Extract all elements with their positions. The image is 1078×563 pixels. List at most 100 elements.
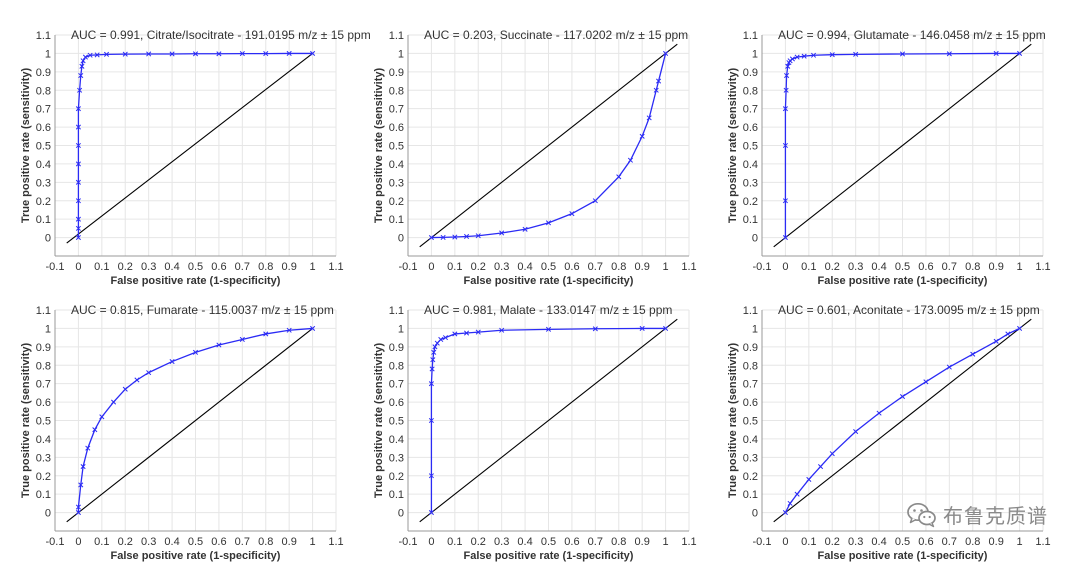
x-tick-label: 0.2: [825, 261, 840, 273]
roc-point-marker: [522, 226, 528, 232]
x-tick-label: 1: [310, 261, 316, 273]
x-axis-label: False positive rate (1-specificity): [464, 550, 634, 562]
y-axis-label: True positive rate (sensitivity): [727, 343, 739, 499]
y-tick-label: 0.2: [389, 196, 404, 208]
x-tick-label: 0.6: [211, 536, 226, 548]
roc-point-marker: [310, 325, 316, 331]
roc-point-marker: [82, 54, 88, 60]
roc-point-marker: [782, 142, 788, 149]
y-tick-label: 1: [752, 48, 758, 60]
x-tick-label: -0.1: [46, 261, 65, 273]
roc-point-marker: [663, 50, 669, 56]
x-tick-label: 0.5: [541, 536, 556, 548]
roc-chart-5: -0.1 0 0.1 0.2 0.3 0.4 0.5 0.6 0.7 0.8 0.9 1 1.1 0 0.1…: [373, 303, 697, 562]
plot-area: [419, 318, 678, 523]
y-tick-label: 1: [752, 323, 758, 335]
roc-chart-3: -0.1 0 0.1 0.2 0.3 0.4 0.5 0.6 0.7 0.8 0.9 1 1.1 0 0.1…: [727, 28, 1051, 287]
x-tick-label: -0.1: [399, 261, 418, 273]
roc-point-marker: [430, 357, 436, 363]
roc-point-marker: [75, 216, 81, 222]
y-tick-label: 0: [752, 508, 758, 520]
x-tick-label: -0.1: [753, 261, 772, 273]
x-tick-label: 1.1: [1035, 261, 1050, 273]
x-tick-label: 0.9: [282, 261, 297, 273]
diagonal-reference-line: [773, 318, 1032, 523]
roc-point-marker: [310, 50, 316, 56]
y-tick-label: 0.2: [743, 196, 758, 208]
roc-point-marker: [1005, 331, 1011, 337]
plot-area: [419, 43, 678, 248]
y-axis-label: True positive rate (sensitivity): [373, 343, 385, 499]
y-tick-label: 0.7: [743, 104, 758, 116]
roc-point-marker: [787, 500, 793, 506]
x-tick-label: 0.5: [895, 261, 910, 273]
chart-title: AUC = 0.815, Fumarate - 115.0037 m/z ± 1…: [71, 303, 334, 317]
x-axis-label: False positive rate (1-specificity): [111, 550, 281, 562]
x-tick-label: 1: [663, 261, 669, 273]
roc-point-marker: [169, 51, 175, 57]
x-tick-label: 0.4: [164, 536, 179, 548]
x-tick-label: 0.9: [282, 536, 297, 548]
x-tick-label: 0.1: [447, 536, 462, 548]
roc-point-marker: [789, 56, 795, 62]
y-tick-label: 0.8: [389, 85, 404, 97]
y-tick-label: 0.9: [389, 67, 404, 79]
y-axis-label: True positive rate (sensitivity): [20, 343, 32, 499]
x-tick-label: 0: [428, 261, 434, 273]
y-tick-label: 0.4: [743, 434, 758, 446]
roc-point-marker: [1017, 50, 1023, 56]
x-tick-label: 0.1: [447, 261, 462, 273]
roc-point-marker: [75, 510, 81, 516]
y-tick-label: 0.4: [36, 434, 51, 446]
x-tick-label: 1.1: [328, 536, 343, 548]
y-tick-label: 0.3: [389, 177, 404, 189]
y-tick-label: 1: [45, 323, 51, 335]
y-tick-label: 0.2: [36, 471, 51, 483]
roc-point-marker: [452, 331, 458, 337]
x-tick-label: 1.1: [681, 261, 696, 273]
y-tick-label: 0.8: [36, 85, 51, 97]
y-tick-label: 0.4: [36, 159, 51, 171]
x-tick-label: -0.1: [399, 536, 418, 548]
roc-point-marker: [499, 230, 505, 236]
y-tick-label: 0.3: [743, 177, 758, 189]
roc-point-marker: [829, 451, 835, 457]
y-tick-label: 0.9: [743, 342, 758, 354]
x-tick-label: 0.1: [94, 536, 109, 548]
y-tick-label: 0.1: [36, 489, 51, 501]
roc-point-marker: [545, 326, 552, 332]
y-tick-label: 0: [45, 508, 51, 520]
roc-point-marker: [899, 51, 906, 57]
x-tick-label: 0.9: [635, 261, 650, 273]
roc-point-marker: [817, 463, 824, 470]
y-tick-label: 0.4: [389, 434, 404, 446]
x-tick-label: 0: [782, 261, 788, 273]
x-tick-label: 0.6: [564, 536, 579, 548]
roc-point-marker: [853, 51, 859, 57]
roc-point-marker: [75, 504, 81, 510]
roc-point-marker: [94, 52, 100, 58]
roc-point-marker: [192, 349, 199, 355]
x-tick-label: 0: [428, 536, 434, 548]
y-tick-label: 1.1: [389, 305, 404, 317]
y-tick-label: 0.1: [743, 214, 758, 226]
roc-point-marker: [75, 225, 81, 231]
roc-point-marker: [569, 211, 575, 217]
roc-point-marker: [475, 233, 481, 239]
x-tick-label: 0.2: [825, 536, 840, 548]
x-tick-label: 0.1: [94, 261, 109, 273]
roc-point-marker: [784, 72, 790, 79]
roc-point-marker: [78, 72, 84, 79]
x-tick-label: 0.2: [118, 261, 133, 273]
y-tick-label: 1.1: [36, 305, 51, 317]
roc-point-marker: [122, 386, 128, 392]
x-tick-label: 0.7: [942, 536, 957, 548]
x-tick-label: 0.8: [258, 536, 273, 548]
x-tick-label: -0.1: [46, 536, 65, 548]
y-tick-label: 0.5: [36, 141, 51, 153]
roc-point-marker: [782, 510, 788, 516]
roc-point-marker: [428, 381, 434, 387]
x-tick-label: 0.4: [871, 536, 886, 548]
roc-point-marker: [452, 234, 458, 240]
roc-point-marker: [663, 325, 669, 331]
